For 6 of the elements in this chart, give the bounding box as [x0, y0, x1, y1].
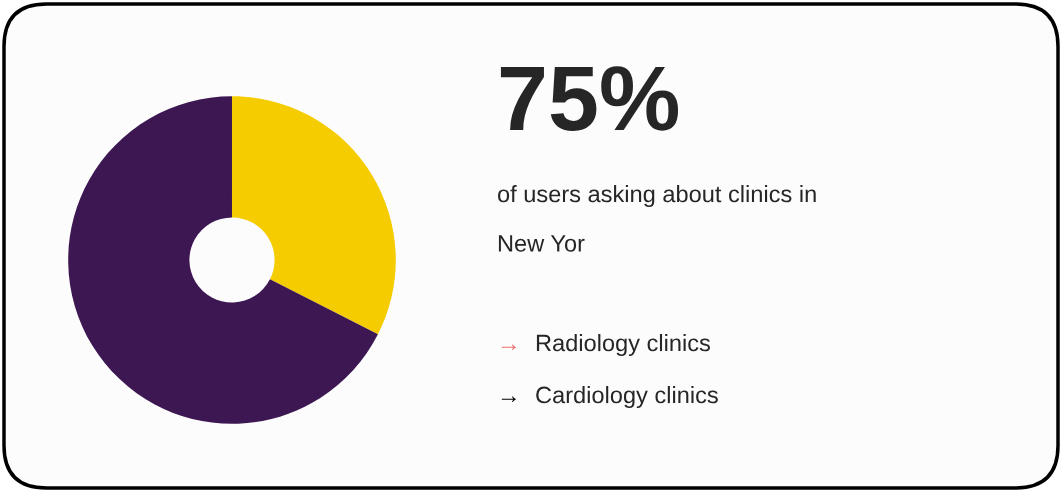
donut-slice	[68, 96, 378, 424]
text: → Cardiology clinics	[501, 385, 718, 408]
text: → Radiology clinics	[501, 334, 710, 357]
text: of users asking about clinics in New Yor	[497, 185, 816, 252]
donut-slice	[232, 96, 396, 335]
text: 75%	[500, 66, 679, 131]
